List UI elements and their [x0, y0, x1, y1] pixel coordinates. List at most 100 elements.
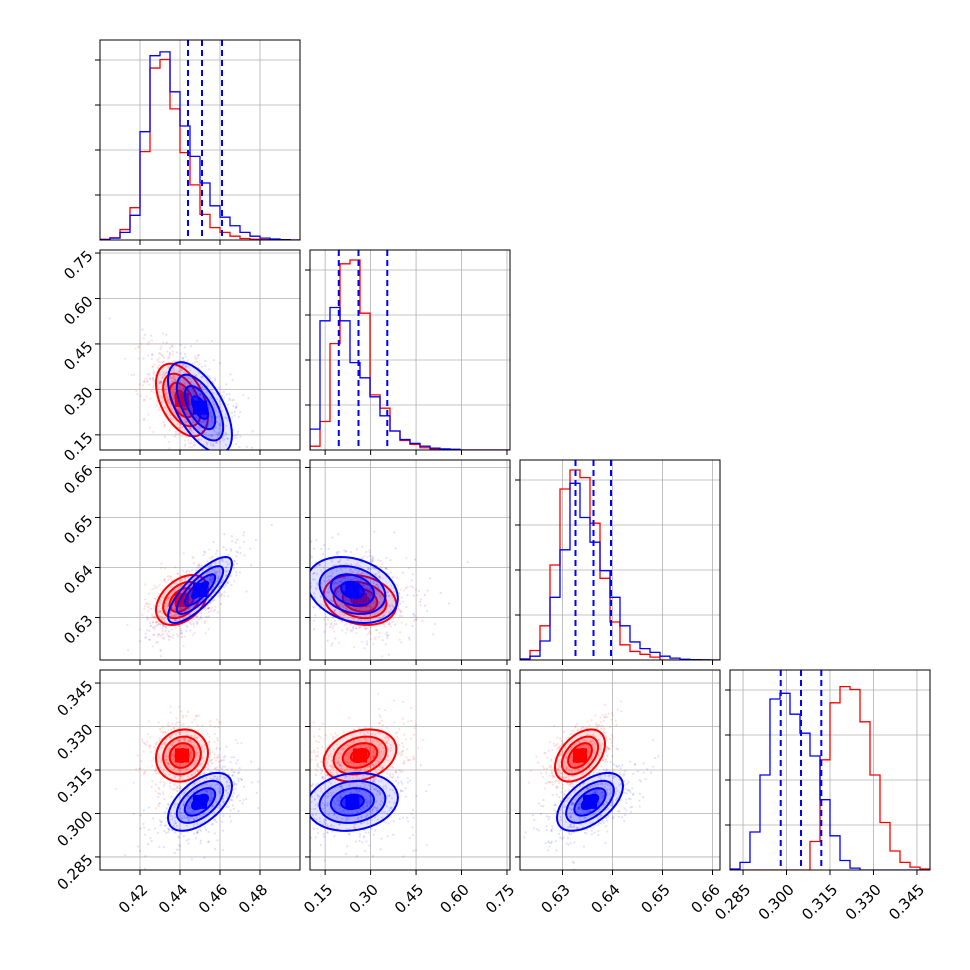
scatter-point-red — [160, 345, 163, 348]
scatter-point-blue — [358, 608, 361, 611]
scatter-point-blue — [214, 571, 217, 575]
scatter-point-blue — [202, 812, 205, 816]
scatter-point-red — [177, 739, 180, 742]
scatter-point-red — [197, 429, 200, 432]
scatter-point-red — [178, 768, 181, 771]
scatter-point-blue — [214, 787, 217, 790]
scatter-point-red — [149, 744, 152, 747]
scatter-point-red — [339, 613, 342, 616]
scatter-point-blue — [232, 405, 235, 408]
scatter-point-red — [171, 753, 174, 756]
scatter-point-blue — [360, 619, 363, 622]
scatter-point-blue — [217, 778, 220, 781]
scatter-point-red — [377, 760, 381, 763]
scatter-point-blue — [311, 578, 315, 581]
scatter-point-blue — [143, 333, 146, 336]
scatter-point-red — [171, 350, 174, 353]
scatter-point-blue — [192, 562, 195, 565]
scatter-point-red — [170, 754, 174, 757]
scatter-point-red — [192, 382, 195, 385]
density-peak-blue — [193, 400, 207, 415]
scatter-point-red — [183, 738, 187, 741]
scatter-point-blue — [346, 558, 349, 562]
scatter-point-blue — [216, 555, 219, 558]
scatter-point-red — [163, 577, 166, 581]
scatter-point-blue — [411, 624, 414, 628]
scatter-point-red — [197, 714, 200, 717]
scatter-point-red — [173, 787, 176, 791]
scatter-point-blue — [165, 341, 168, 344]
scatter-point-blue — [237, 771, 241, 774]
scatter-point-blue — [405, 605, 408, 609]
scatter-point-blue — [284, 593, 286, 595]
scatter-point-red — [132, 781, 135, 784]
scatter-point-blue — [335, 816, 339, 819]
scatter-point-red — [208, 740, 211, 743]
scatter-point-red — [345, 607, 348, 610]
scatter-point-blue — [188, 598, 192, 601]
scatter-point-blue — [286, 613, 288, 615]
scatter-point-red — [215, 718, 218, 721]
scatter-point-blue — [368, 794, 371, 797]
scatter-point-blue — [235, 783, 238, 786]
scatter-point-blue — [306, 578, 308, 580]
scatter-point-blue — [327, 578, 330, 582]
scatter-point-blue — [172, 824, 175, 827]
scatter-point-blue — [185, 839, 188, 842]
scatter-point-blue — [370, 799, 373, 802]
scatter-point-red — [160, 623, 163, 626]
scatter-point-blue — [372, 778, 375, 781]
scatter-point-red — [201, 387, 204, 390]
scatter-point-red — [349, 570, 352, 573]
scatter-point-blue — [306, 827, 308, 829]
scatter-point-blue — [189, 428, 193, 432]
scatter-point-red — [180, 578, 183, 581]
scatter-point-blue — [199, 842, 202, 845]
scatter-point-blue — [157, 387, 160, 390]
scatter-point-red — [407, 759, 410, 762]
scatter-point-red — [391, 776, 394, 779]
scatter-point-blue — [226, 403, 229, 406]
scatter-point-red — [325, 757, 328, 760]
scatter-point-blue — [183, 346, 186, 349]
scatter-point-red — [196, 769, 199, 772]
scatter-point-blue — [226, 784, 229, 787]
scatter-point-blue — [182, 834, 185, 838]
scatter-point-red — [292, 761, 294, 763]
scatter-point-red — [333, 580, 336, 584]
scatter-point-red — [405, 556, 408, 559]
scatter-point-blue — [208, 580, 211, 584]
scatter-point-red — [206, 762, 210, 765]
scatter-point-blue — [221, 558, 224, 561]
scatter-point-blue — [219, 759, 222, 762]
scatter-point-blue — [174, 588, 177, 591]
scatter-point-blue — [207, 607, 210, 610]
scatter-point-blue — [180, 814, 183, 817]
scatter-point-blue — [179, 811, 182, 815]
scatter-point-red — [161, 377, 164, 380]
scatter-point-red — [331, 735, 335, 739]
scatter-point-red — [196, 356, 199, 360]
scatter-point-blue — [214, 426, 217, 429]
scatter-point-blue — [348, 598, 351, 601]
scatter-point-blue — [338, 550, 341, 554]
scatter-point-blue — [159, 623, 162, 626]
scatter-point-blue — [160, 380, 163, 383]
scatter-point-red — [333, 564, 336, 567]
scatter-point-red — [165, 633, 169, 636]
scatter-point-blue — [336, 798, 339, 801]
scatter-point-red — [180, 776, 183, 779]
scatter-point-red — [158, 592, 161, 595]
scatter-point-red — [191, 420, 194, 424]
scatter-point-blue — [302, 589, 304, 591]
scatter-point-blue — [247, 397, 250, 400]
scatter-point-red — [350, 630, 353, 633]
scatter-point-blue — [337, 796, 340, 799]
scatter-point-red — [362, 762, 365, 765]
scatter-point-blue — [143, 867, 146, 870]
scatter-point-blue — [363, 836, 366, 839]
scatter-point-blue — [208, 759, 211, 763]
scatter-point-red — [185, 451, 187, 453]
scatter-point-blue — [215, 552, 218, 555]
scatter-point-red — [337, 762, 340, 765]
